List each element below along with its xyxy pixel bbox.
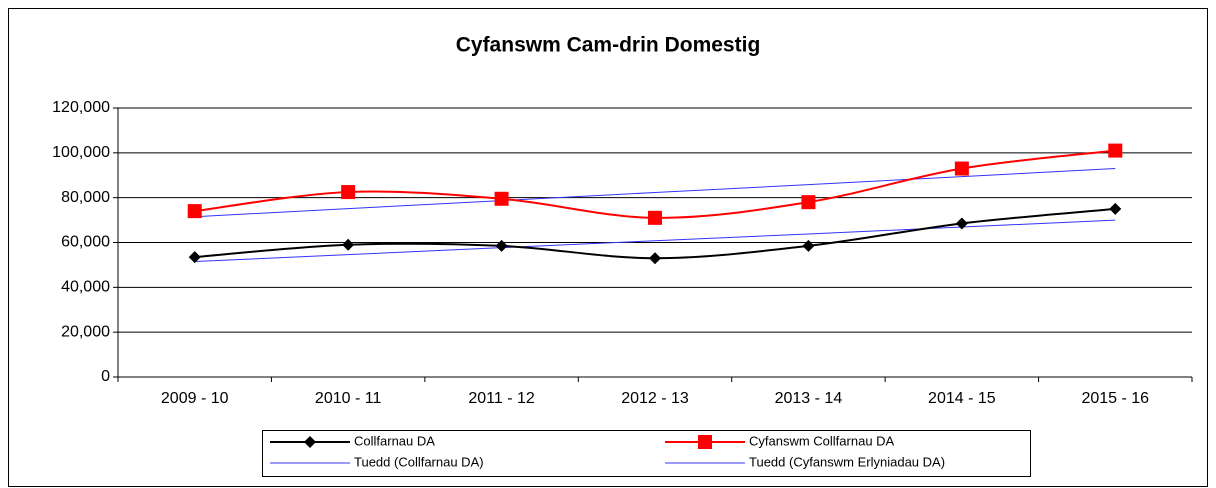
marker xyxy=(698,435,712,449)
x-tick-label: 2014 - 15 xyxy=(928,390,996,407)
marker xyxy=(649,252,661,265)
y-tick-label: 100,000 xyxy=(52,144,110,161)
marker xyxy=(1109,202,1122,215)
series-line xyxy=(194,168,1116,218)
chart-frame xyxy=(8,8,1208,487)
marker xyxy=(648,210,662,225)
chart-title: Cyfanswm Cam-drin Domestig xyxy=(456,34,761,57)
marker xyxy=(495,239,508,252)
x-tick-label: 2012 - 13 xyxy=(621,390,689,407)
marker xyxy=(801,195,816,210)
marker xyxy=(304,436,316,448)
legend-label: Tuedd (Collfarnau DA) xyxy=(354,454,484,469)
x-tick-label: 2013 - 14 xyxy=(775,390,843,407)
marker xyxy=(802,239,815,252)
legend-box xyxy=(262,430,1031,477)
x-tick-label: 2015 - 16 xyxy=(1081,390,1149,407)
marker xyxy=(494,191,509,206)
legend-label: Cyfanswm Collfarnau DA xyxy=(749,433,895,448)
marker xyxy=(1108,143,1123,158)
x-tick-label: 2010 - 11 xyxy=(315,390,382,407)
legend-label: Tuedd (Cyfanswm Erlyniadau DA) xyxy=(749,454,945,469)
legend-label: Collfarnau DA xyxy=(354,433,435,448)
x-tick-label: 2011 - 12 xyxy=(468,390,535,407)
y-tick-label: 20,000 xyxy=(61,323,110,340)
y-tick-label: 0 xyxy=(101,368,110,385)
marker xyxy=(188,251,201,264)
y-tick-label: 80,000 xyxy=(61,189,110,206)
marker xyxy=(187,204,202,219)
y-tick-label: 120,000 xyxy=(52,99,110,116)
marker xyxy=(341,185,356,200)
x-tick-label: 2009 - 10 xyxy=(161,390,229,407)
y-tick-label: 40,000 xyxy=(61,279,110,296)
marker xyxy=(954,161,969,176)
marker xyxy=(955,217,968,230)
y-tick-label: 60,000 xyxy=(61,234,110,251)
marker xyxy=(342,238,355,251)
